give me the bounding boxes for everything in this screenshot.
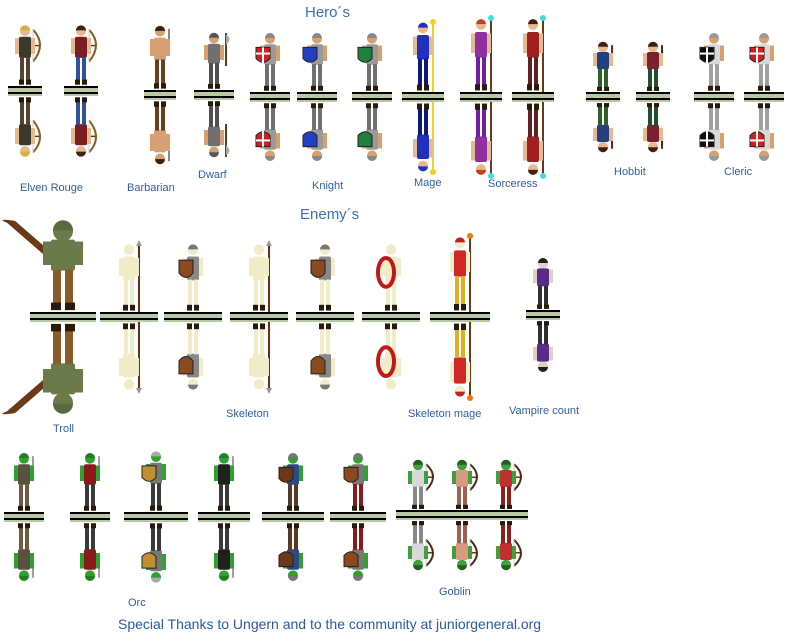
dwarf-figure-icon [194, 32, 234, 158]
archer-figure-icon [64, 25, 98, 157]
label-goblin: Goblin [439, 586, 471, 598]
knight-2-figure [297, 30, 337, 164]
troll-figure [2, 218, 96, 416]
label-knight: Knight [312, 180, 344, 192]
label-barbarian: Barbarian [127, 182, 175, 194]
hobbit-figure-icon [586, 41, 620, 153]
label-orc: Orc [128, 597, 146, 609]
mage-figure [402, 18, 444, 176]
barbarian-figure [144, 22, 176, 168]
knight-figure-icon [297, 33, 337, 161]
label-hobbit: Hobbit [614, 166, 646, 178]
mage-figure-icon [402, 19, 444, 175]
goblin-figure-icon [396, 459, 440, 571]
skeleton-4-figure [296, 240, 354, 394]
skeleton-figure-icon [230, 240, 288, 394]
hobbit-1-figure [586, 40, 620, 154]
vampire-count-figure [526, 256, 560, 374]
label-skeleton: Skeleton [226, 408, 269, 420]
hobbit-figure-icon [636, 41, 670, 153]
skeleton-figure-icon [100, 240, 158, 394]
orc-figure-icon [124, 451, 188, 583]
barbarian-figure-icon [144, 25, 176, 165]
knight-figure-icon [352, 33, 392, 161]
orc-figure-icon [262, 453, 324, 581]
elven-rouge-2-figure [64, 22, 98, 160]
skeleton-figure-icon [362, 244, 420, 390]
cleric-figure-icon [744, 33, 784, 161]
orc-6-figure [330, 450, 386, 584]
hobbit-2-figure [636, 40, 670, 154]
orc-2-figure [70, 450, 110, 584]
vampire-figure-icon [526, 258, 560, 372]
sorceress-1-figure [460, 14, 502, 180]
skeleton-2-figure [164, 240, 222, 394]
orc-5-figure [262, 450, 324, 584]
label-cleric: Cleric [724, 166, 753, 178]
goblin-figure-icon [484, 459, 528, 571]
label-mage: Mage [414, 177, 442, 189]
skeleton-figure-icon [430, 233, 490, 401]
orc-figure-icon [330, 453, 386, 581]
orc-3-figure [124, 448, 188, 586]
skeleton-figure-icon [164, 244, 222, 390]
cleric-2-figure [744, 30, 784, 164]
goblin-figure-icon [440, 459, 484, 571]
skeleton-mage-figure [430, 232, 490, 402]
skeleton-5-figure [362, 240, 420, 394]
knight-figure-icon [250, 33, 290, 161]
archer-figure-icon [8, 25, 42, 157]
label-troll: Troll [53, 423, 74, 435]
goblin-2-figure [440, 458, 484, 572]
label-sorceress: Sorceress [488, 178, 538, 190]
skeleton-3-figure [230, 240, 288, 394]
knight-3-figure [352, 30, 392, 164]
sorceress-figure-icon [512, 15, 554, 179]
label-dwarf: Dwarf [198, 169, 227, 181]
skeleton-figure-icon [296, 244, 354, 390]
elven-rouge-1-figure [8, 22, 42, 160]
skeleton-1-figure [100, 240, 158, 394]
sorceress-2-figure [512, 14, 554, 180]
cleric-figure-icon [694, 33, 734, 161]
orc-figure-icon [198, 453, 250, 581]
sorceress-figure-icon [460, 15, 502, 179]
enemies-title: Enemy´s [300, 206, 360, 223]
label-skeleton-mage: Skeleton mage [408, 408, 482, 420]
heroes-title: Hero´s [305, 4, 351, 21]
label-elven-rouge: Elven Rouge [20, 182, 83, 194]
cleric-1-figure [694, 30, 734, 164]
orc-figure-icon [70, 453, 110, 581]
dwarf-figure [194, 30, 234, 160]
label-vampire-count: Vampire count [509, 405, 580, 417]
troll-figure-icon [2, 219, 96, 415]
knight-1-figure [250, 30, 290, 164]
orc-figure-icon [4, 453, 44, 581]
goblin-3-figure [484, 458, 528, 572]
orc-1-figure [4, 450, 44, 584]
orc-4-figure [198, 450, 250, 584]
credits-footer: Special Thanks to Ungern and to the comm… [118, 616, 542, 632]
goblin-1-figure [396, 458, 440, 572]
